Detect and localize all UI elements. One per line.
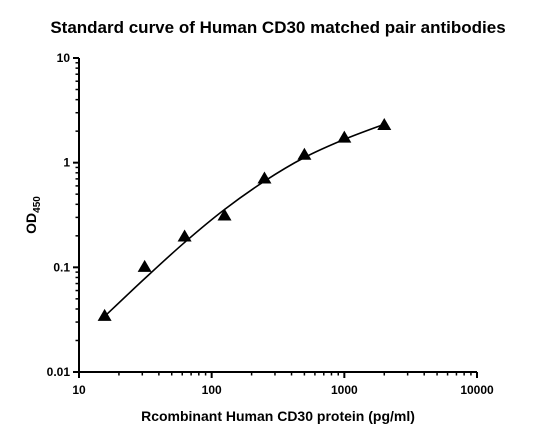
y-axis-label-sub: 450 [32,196,43,213]
data-point-triangle [257,171,272,184]
y-tick-label: 0.01 [47,365,71,379]
y-tick-label: 10 [57,51,71,65]
x-tick-label: 1000 [331,383,358,397]
y-axis-label: OD450 [23,196,43,234]
svg-text:OD450: OD450 [23,196,43,234]
data-point-triangle [217,208,232,221]
y-axis-label-main: OD [23,213,39,234]
data-points [97,117,392,321]
x-axis-label: Rcombinant Human CD30 protein (pg/ml) [141,408,415,424]
fit-curve-layer [104,123,385,317]
data-point-triangle [337,130,352,143]
y-ticks: 0.01 0.1 1 10 [47,51,79,379]
fit-curve [104,123,385,317]
y-tick-label: 0.1 [53,260,70,274]
data-point-triangle [137,259,152,272]
y-tick-label: 1 [63,156,70,170]
x-ticks: 10 100 1000 10000 [72,372,494,397]
chart-title: Standard curve of Human CD30 matched pai… [50,18,505,37]
data-point-triangle [97,308,112,321]
x-tick-label: 100 [202,383,222,397]
data-point-triangle [297,147,312,160]
data-point-triangle [177,229,192,242]
x-tick-label: 10 [72,383,86,397]
x-tick-label: 10000 [460,383,494,397]
data-point-triangle [377,117,392,130]
axes [78,58,477,373]
